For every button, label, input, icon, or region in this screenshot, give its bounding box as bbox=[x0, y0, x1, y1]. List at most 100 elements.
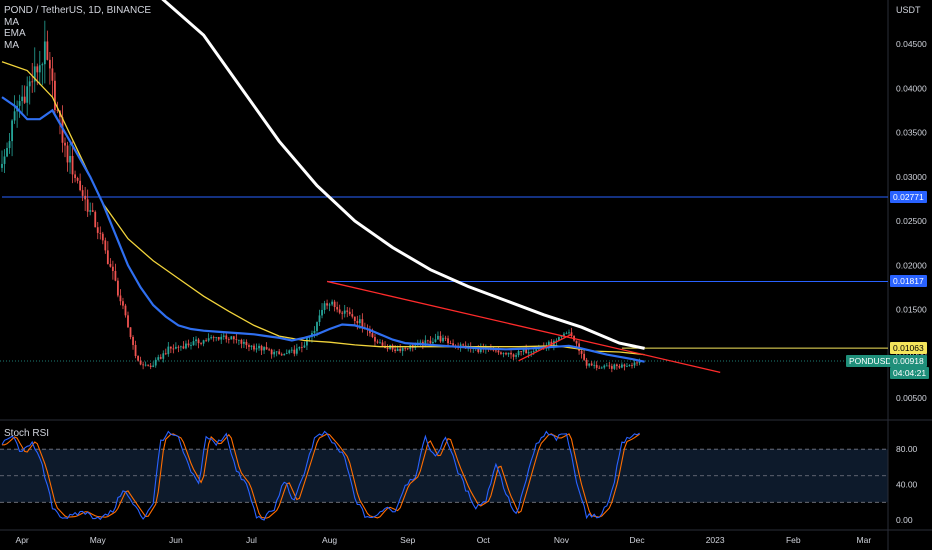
candle-body bbox=[447, 338, 449, 344]
candle-body bbox=[353, 316, 356, 322]
candle-body bbox=[452, 343, 454, 346]
candle-body bbox=[94, 211, 97, 228]
stoch-rsi-d-line[interactable] bbox=[2, 433, 640, 519]
candle-body bbox=[298, 347, 301, 349]
price-axis-label: 0.03000 bbox=[896, 172, 927, 182]
candle-body bbox=[230, 336, 233, 340]
candle-body bbox=[361, 319, 364, 328]
candle-body bbox=[396, 348, 399, 352]
candle-body bbox=[106, 250, 109, 264]
legend-ma-2[interactable]: MA bbox=[4, 39, 19, 51]
candle-body bbox=[419, 341, 422, 343]
candle-body bbox=[351, 314, 354, 317]
candle-body bbox=[406, 348, 409, 350]
candle-body bbox=[243, 341, 245, 344]
candle-body bbox=[260, 345, 263, 351]
trend-line[interactable] bbox=[326, 280, 721, 373]
candle-body bbox=[38, 65, 41, 73]
last-price-tag: 0.00918 bbox=[890, 355, 927, 367]
candle-body bbox=[66, 145, 69, 163]
candle-body bbox=[593, 364, 596, 366]
candle-body bbox=[31, 81, 34, 83]
candle-body bbox=[270, 349, 273, 355]
candle-body bbox=[477, 347, 480, 353]
candle-body bbox=[623, 364, 626, 367]
legend-ma-1[interactable]: MA bbox=[4, 16, 19, 28]
candle-body bbox=[192, 341, 195, 346]
candle-body bbox=[356, 321, 359, 324]
candle-body bbox=[585, 359, 588, 366]
candle-body bbox=[379, 342, 381, 344]
candle-body bbox=[46, 41, 49, 60]
candle-body bbox=[84, 195, 87, 200]
candle-body bbox=[205, 340, 208, 342]
candle-body bbox=[590, 363, 593, 366]
candle-body bbox=[512, 354, 515, 357]
candle-body bbox=[638, 360, 641, 364]
candle-body bbox=[182, 346, 185, 349]
candle-body bbox=[91, 210, 94, 212]
candle-body bbox=[187, 343, 190, 346]
candle-body bbox=[555, 340, 558, 342]
candle-body bbox=[101, 233, 104, 241]
candle-body bbox=[285, 353, 288, 354]
candle-body bbox=[127, 315, 129, 328]
candle-body bbox=[348, 311, 351, 315]
candle-body bbox=[96, 227, 99, 233]
candle-body bbox=[399, 348, 402, 351]
time-axis-label: Dec bbox=[629, 535, 645, 545]
candle-body bbox=[515, 355, 517, 357]
legend-ema[interactable]: EMA bbox=[4, 28, 26, 39]
candle-body bbox=[462, 344, 465, 346]
ma-white-line[interactable] bbox=[153, 0, 645, 350]
candle-body bbox=[492, 349, 495, 351]
candle-body bbox=[111, 266, 114, 271]
candle-body bbox=[358, 319, 361, 324]
candle-body bbox=[210, 337, 213, 339]
price-axis-label: 0.01500 bbox=[896, 305, 927, 315]
candle-body bbox=[200, 343, 202, 344]
candle-body bbox=[217, 336, 220, 340]
stoch-rsi-axis-label: 80.00 bbox=[896, 444, 918, 454]
candle-body bbox=[517, 351, 520, 356]
candle-body bbox=[28, 81, 31, 87]
price-tag-level-3: 0.01063 bbox=[890, 342, 927, 355]
trend-line[interactable] bbox=[518, 333, 572, 362]
stoch-rsi-axis-label: 0.00 bbox=[896, 515, 913, 525]
candle-body bbox=[369, 329, 371, 334]
candle-body bbox=[527, 352, 530, 354]
candle-body bbox=[263, 347, 265, 351]
time-axis-label: May bbox=[90, 535, 107, 545]
candle-body bbox=[157, 357, 160, 360]
candle-body bbox=[479, 348, 482, 353]
candle-body bbox=[386, 347, 389, 349]
candle-body bbox=[449, 343, 452, 344]
candle-body bbox=[76, 177, 79, 181]
candle-body bbox=[547, 341, 550, 346]
candle-body bbox=[290, 349, 293, 351]
candle-body bbox=[117, 280, 119, 296]
candle-body bbox=[26, 86, 29, 103]
candle-body bbox=[328, 304, 331, 306]
ma-blue-line[interactable] bbox=[1, 96, 645, 363]
candle-body bbox=[169, 346, 172, 349]
candle-body bbox=[64, 142, 66, 146]
stoch-rsi-title[interactable]: Stoch RSI bbox=[4, 428, 50, 439]
candle-body bbox=[333, 301, 336, 308]
candle-body bbox=[280, 354, 283, 356]
candle-body bbox=[303, 345, 306, 348]
price-tag-level-1: 0.02771 bbox=[890, 191, 927, 204]
candle-body bbox=[137, 355, 139, 361]
candle-body bbox=[250, 345, 253, 347]
candle-body bbox=[429, 340, 432, 344]
candle-body bbox=[18, 101, 21, 106]
candle-body bbox=[535, 349, 538, 352]
candle-body bbox=[376, 341, 379, 343]
stoch-rsi-k-line[interactable] bbox=[1, 430, 640, 521]
candle-body bbox=[149, 365, 152, 367]
candle-body bbox=[195, 339, 197, 342]
candle-body bbox=[283, 353, 286, 356]
candle-body bbox=[628, 365, 631, 367]
time-axis-label: Mar bbox=[857, 535, 872, 545]
